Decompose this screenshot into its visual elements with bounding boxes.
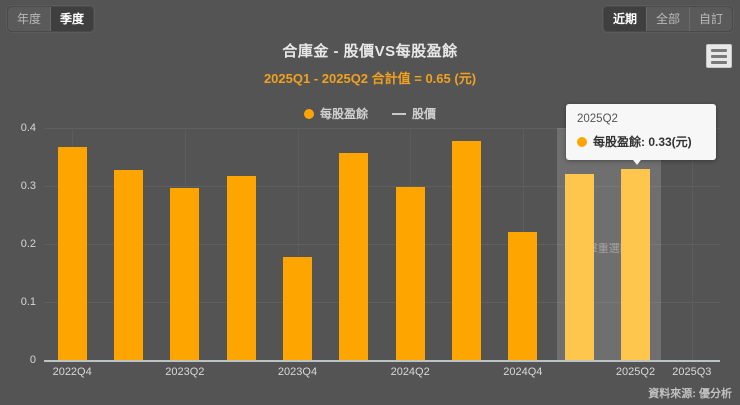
bar-2024Q4[interactable] [508, 232, 538, 360]
period-type-toggle[interactable]: 年度 季度 [6, 5, 96, 33]
legend-label-eps: 每股盈餘 [319, 107, 368, 121]
y-axis: 0.4 0.3 0.2 0.1 0 [0, 122, 44, 366]
chart-subtitle: 2025Q1 - 2025Q2 合計值 = 0.65 (元) [263, 71, 477, 86]
y-gridline [44, 186, 720, 187]
tooltip-value: 每股盈餘: 0.33(元) [593, 135, 692, 149]
legend-item-price[interactable]: 股價 [392, 105, 436, 122]
y-axis-tick-label: 0.3 [20, 180, 36, 192]
x-axis-tick-label: 2024Q4 [503, 366, 543, 378]
source-label: 資料來源: 優分析 [648, 388, 732, 400]
chart-title: 合庫金 - 股價VS每股盈餘 [282, 43, 458, 60]
period-quarterly-button[interactable]: 季度 [51, 7, 94, 31]
range-custom-button[interactable]: 自訂 [689, 7, 732, 31]
y-axis-tick-label: 0 [29, 354, 36, 366]
bar-2024Q1[interactable] [339, 152, 369, 360]
hamburger-menu-icon[interactable] [706, 44, 732, 68]
range-all-button[interactable]: 全部 [646, 7, 690, 31]
tooltip-row: 每股盈餘: 0.33(元) [577, 133, 705, 150]
bar-2025Q1[interactable] [564, 174, 594, 360]
x-axis-tick-label: 2022Q4 [52, 366, 92, 378]
tooltip-series-dot-icon [577, 136, 587, 147]
bar-2023Q2[interactable] [170, 187, 200, 360]
legend-item-eps[interactable]: 每股盈餘 [303, 105, 368, 122]
y-gridline [44, 128, 720, 129]
x-gridline [691, 128, 693, 360]
y-axis-tick-label: 0.4 [20, 122, 36, 134]
x-axis-tick-label: 2023Q4 [277, 366, 318, 378]
x-axis-tick-label: 2023Q2 [165, 366, 205, 378]
bar-2022Q4[interactable] [57, 147, 87, 360]
bar-2023Q4[interactable] [282, 256, 313, 360]
y-axis-tick-label: 0.1 [20, 296, 36, 308]
legend-dot-icon [303, 108, 314, 119]
bar-2024Q2[interactable] [395, 187, 425, 360]
y-gridline [44, 244, 720, 245]
menu-line-3 [711, 60, 727, 64]
period-annual-button[interactable]: 年度 [8, 7, 52, 31]
y-gridline [44, 302, 720, 303]
chart-legend: 每股盈餘 股價 [0, 105, 740, 122]
x-axis-tick-label: 2025Q3 [672, 366, 712, 378]
bar-2023Q3[interactable] [226, 176, 256, 360]
chart-tooltip: 2025Q2 每股盈餘: 0.33(元) [566, 104, 716, 160]
legend-label-price: 股價 [412, 107, 437, 121]
menu-line-2 [711, 54, 727, 58]
x-gridline [297, 128, 299, 360]
x-axis-line [44, 360, 720, 362]
y-axis-tick-label: 0.2 [20, 238, 36, 250]
range-toggle[interactable]: 近期 全部 自訂 [601, 5, 734, 33]
plot-area[interactable]: (點擊重選範圍) [44, 128, 720, 361]
tooltip-title: 2025Q2 [577, 113, 618, 125]
x-axis-tick-label: 2024Q2 [390, 366, 430, 378]
menu-line-1 [711, 48, 727, 52]
bar-2023Q1[interactable] [113, 169, 144, 360]
bar-2024Q3[interactable] [451, 141, 482, 360]
x-axis-labels: 2022Q4 2023Q2 2023Q4 2024Q2 2024Q4 2025Q2 2025… [44, 366, 720, 386]
tooltip-arrow-icon [630, 156, 644, 165]
range-recent-button[interactable]: 近期 [603, 7, 647, 31]
legend-line-icon [392, 112, 406, 115]
bar-2025Q2[interactable] [620, 168, 651, 360]
x-axis-tick-label: 2025Q2 [615, 366, 656, 378]
